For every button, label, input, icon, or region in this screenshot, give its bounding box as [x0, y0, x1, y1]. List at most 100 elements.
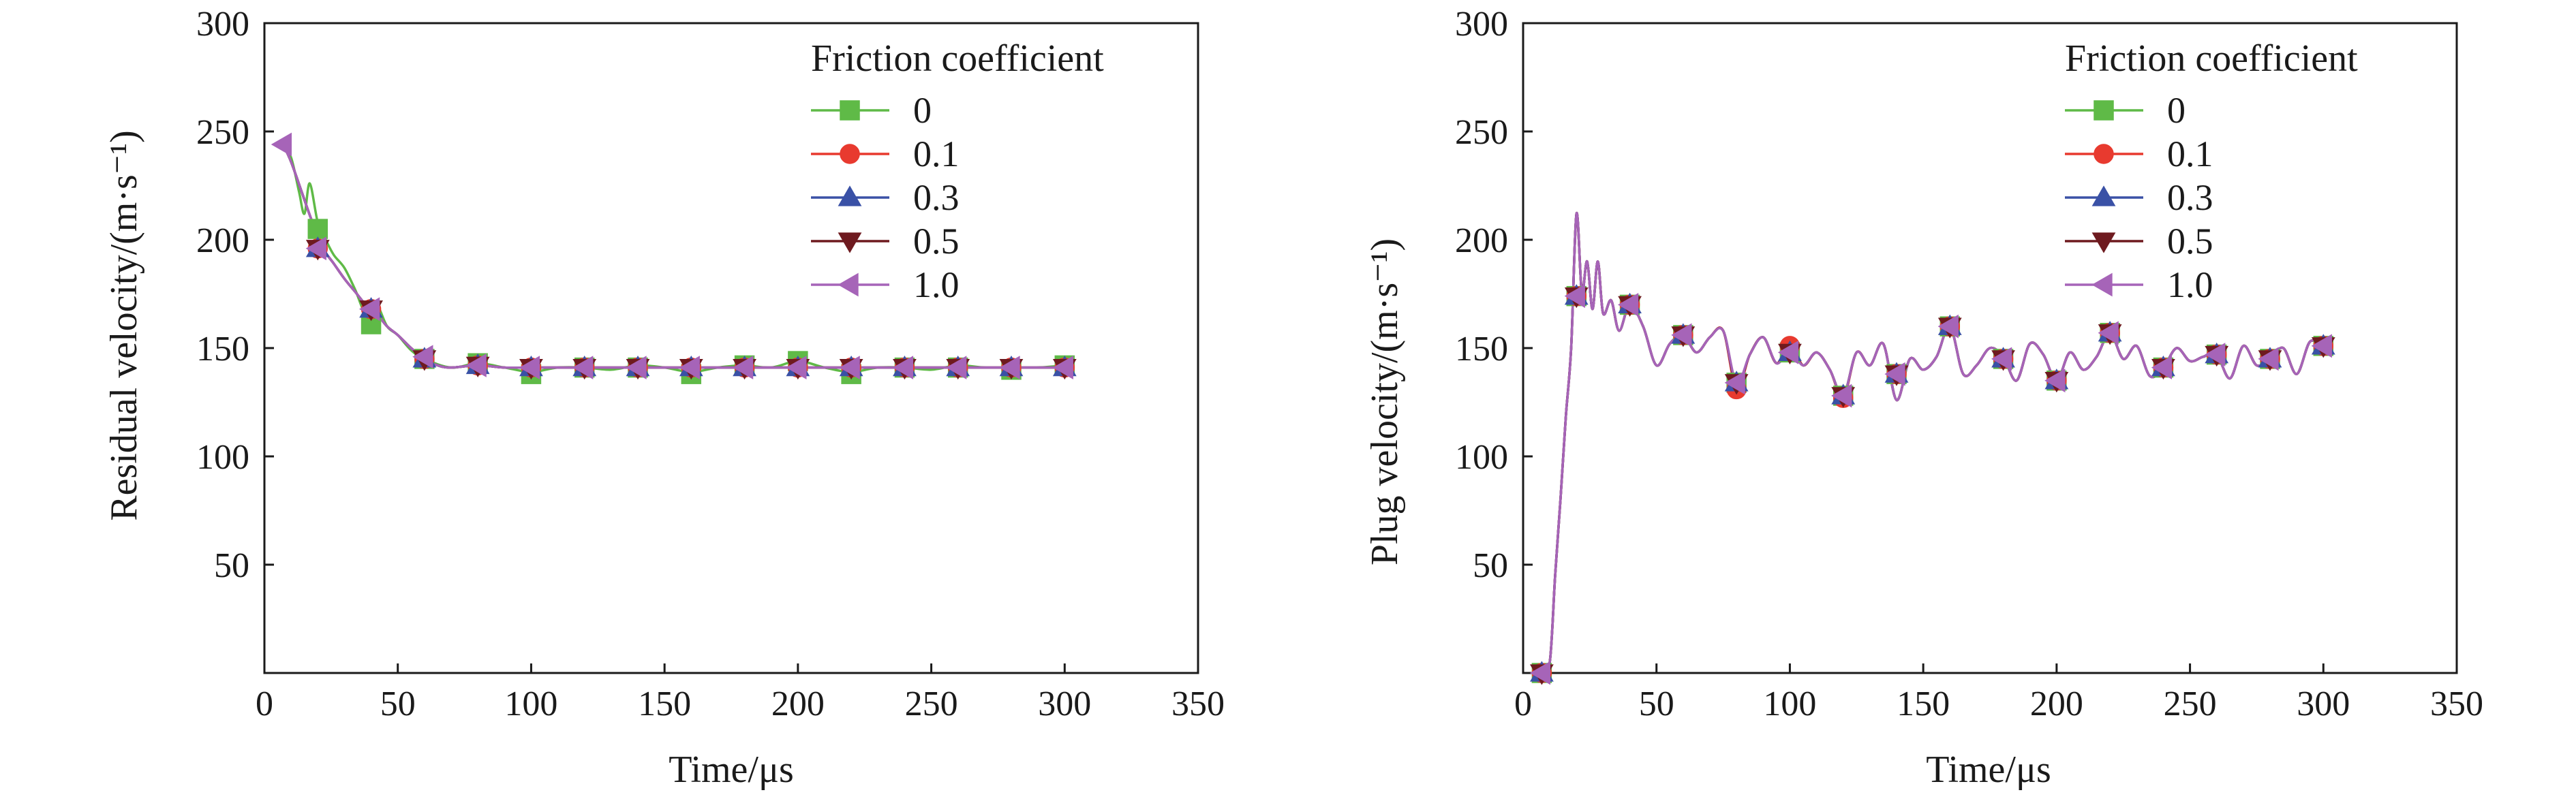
residual-velocity-x-tick-label: 200	[771, 685, 825, 723]
residual-velocity-legend-label: 1.0	[913, 264, 960, 305]
residual-velocity-legend-label: 0.1	[913, 134, 960, 174]
residual-velocity-x-axis-title: Time/μs	[669, 749, 794, 791]
residual-velocity-data-point	[626, 356, 647, 380]
residual-velocity-data-point	[465, 354, 487, 377]
plug-velocity-chart: Plug velocity/(m·s⁻¹) Time/μs Friction c…	[1364, 5, 2483, 791]
plug-velocity-y-tick-label: 50	[1473, 546, 1508, 585]
residual-velocity-data-point	[412, 345, 433, 369]
plug-velocity-legend-marker	[2091, 272, 2113, 297]
residual-velocity-legend-label: 0.3	[913, 177, 960, 218]
plug-velocity-legend: 00.10.30.51.0	[2065, 90, 2213, 305]
plug-velocity-x-tick-label: 350	[2430, 685, 2483, 723]
plug-velocity-data-point	[2311, 334, 2332, 358]
plug-velocity-legend-label: 1.0	[2167, 264, 2213, 305]
residual-velocity-data-point	[519, 356, 540, 380]
plug-velocity-legend-title: Friction coefficient	[2065, 37, 2358, 80]
residual-velocity-data-point	[732, 356, 754, 380]
plug-velocity-data-point	[1991, 347, 2012, 371]
plug-velocity-x-tick-label: 200	[2030, 685, 2083, 723]
plug-velocity-data-point	[2258, 347, 2279, 371]
plug-velocity-x-tick-label: 300	[2297, 685, 2350, 723]
plug-velocity-x-tick-label: 0	[1514, 685, 1532, 723]
plug-velocity-y-axis-title: Plug velocity/(m·s⁻¹)	[1364, 238, 1406, 565]
plug-velocity-legend-marker	[2094, 100, 2114, 121]
plug-velocity-y-tick-label: 200	[1455, 221, 1508, 260]
residual-velocity-x-tick-label: 150	[638, 685, 691, 723]
plug-velocity-y-tick-label: 100	[1455, 438, 1508, 477]
plug-velocity-data-point	[1884, 362, 1905, 386]
residual-velocity-data-point	[305, 236, 326, 261]
residual-velocity-legend-label: 0	[913, 90, 932, 131]
plug-velocity-y-tick-label: 300	[1455, 5, 1508, 44]
plug-velocity-x-tick-label: 250	[2164, 685, 2217, 723]
plug-velocity-data-point	[2098, 321, 2119, 345]
residual-velocity-legend-title: Friction coefficient	[811, 37, 1104, 80]
residual-velocity-chart: Residual velocity/(m·s⁻¹) Time/μs Fricti…	[103, 5, 1225, 791]
plug-velocity-y-tick-label: 250	[1455, 113, 1508, 152]
residual-velocity-series-line-4	[281, 144, 1065, 369]
residual-velocity-data-point	[839, 356, 860, 380]
plug-velocity-data-point	[1564, 284, 1585, 309]
plug-velocity-legend-marker	[2091, 232, 2116, 253]
plug-velocity-series-markers-3	[1530, 287, 2335, 685]
residual-velocity-y-tick-label: 50	[214, 546, 249, 585]
residual-velocity-legend-marker	[840, 100, 860, 121]
residual-velocity-data-point	[786, 356, 807, 380]
residual-velocity-y-tick-label: 250	[196, 113, 249, 152]
residual-velocity-data-point	[572, 356, 594, 380]
residual-velocity-y-tick-label: 150	[196, 330, 249, 369]
plug-velocity-series-markers-4	[1529, 284, 2332, 685]
plug-velocity-x-tick-label: 150	[1897, 685, 1950, 723]
residual-velocity-x-tick-label: 50	[380, 685, 416, 723]
residual-velocity-legend: 00.10.30.51.0	[811, 90, 960, 305]
plug-velocity-series-markers-2	[1530, 284, 2335, 682]
residual-velocity-legend-marker	[838, 272, 859, 297]
residual-velocity-data-point	[307, 219, 328, 239]
residual-velocity-x-tick-label: 250	[905, 685, 958, 723]
plug-velocity-series-markers-1	[1531, 285, 2334, 683]
plug-velocity-legend-label: 0.3	[2167, 177, 2213, 218]
plug-velocity-x-axis-title: Time/μs	[1926, 749, 2051, 791]
plug-velocity-data-point	[1617, 293, 1639, 317]
plug-velocity-data-point	[1671, 323, 1692, 347]
plug-velocity-data-point	[2151, 356, 2173, 380]
plug-velocity-legend-label: 0.5	[2167, 221, 2213, 262]
residual-velocity-legend-marker	[840, 144, 860, 164]
residual-velocity-data-point	[358, 297, 380, 322]
residual-velocity-x-tick-label: 350	[1171, 685, 1225, 723]
residual-velocity-legend-marker	[838, 232, 862, 253]
residual-velocity-legend-label: 0.5	[913, 221, 960, 262]
residual-velocity-x-tick-label: 300	[1038, 685, 1091, 723]
residual-velocity-data-point	[892, 356, 914, 380]
plug-velocity-legend-label: 0.1	[2167, 134, 2213, 174]
plug-velocity-legend-marker	[2094, 144, 2114, 164]
plug-velocity-legend-label: 0	[2167, 90, 2186, 131]
residual-velocity-series-markers-4	[271, 132, 1073, 380]
residual-velocity-x-tick-label: 0	[256, 685, 273, 723]
residual-velocity-data-point	[1052, 356, 1073, 380]
plug-velocity-data-point	[1831, 383, 1852, 408]
residual-velocity-series-lines	[281, 144, 1065, 373]
plug-velocity-legend-marker	[2091, 185, 2116, 206]
residual-velocity-x-tick-label: 100	[504, 685, 557, 723]
residual-velocity-data-point	[679, 356, 700, 380]
plug-velocity-data-point	[1937, 314, 1959, 339]
plug-velocity-data-point	[1724, 371, 1745, 395]
plug-velocity-y-tick-label: 150	[1455, 330, 1508, 369]
residual-velocity-y-axis-title: Residual velocity/(m·s⁻¹)	[103, 130, 145, 521]
residual-velocity-y-tick-label: 200	[196, 221, 249, 260]
residual-velocity-plot-frame	[263, 22, 1199, 674]
plug-velocity-data-point	[2205, 343, 2226, 366]
residual-velocity-data-point	[946, 356, 967, 380]
residual-velocity-y-tick-label: 100	[196, 438, 249, 477]
plug-velocity-x-tick-label: 50	[1639, 685, 1674, 723]
plug-velocity-data-point	[1529, 661, 1551, 685]
residual-velocity-y-tick-label: 300	[196, 5, 249, 44]
residual-velocity-legend-marker	[838, 185, 862, 206]
plug-velocity-data-point	[1777, 340, 1799, 364]
plug-velocity-data-point	[2044, 369, 2066, 393]
residual-velocity-data-point	[271, 132, 292, 157]
residual-velocity-data-point	[999, 356, 1020, 380]
plug-velocity-x-tick-label: 100	[1763, 685, 1816, 723]
